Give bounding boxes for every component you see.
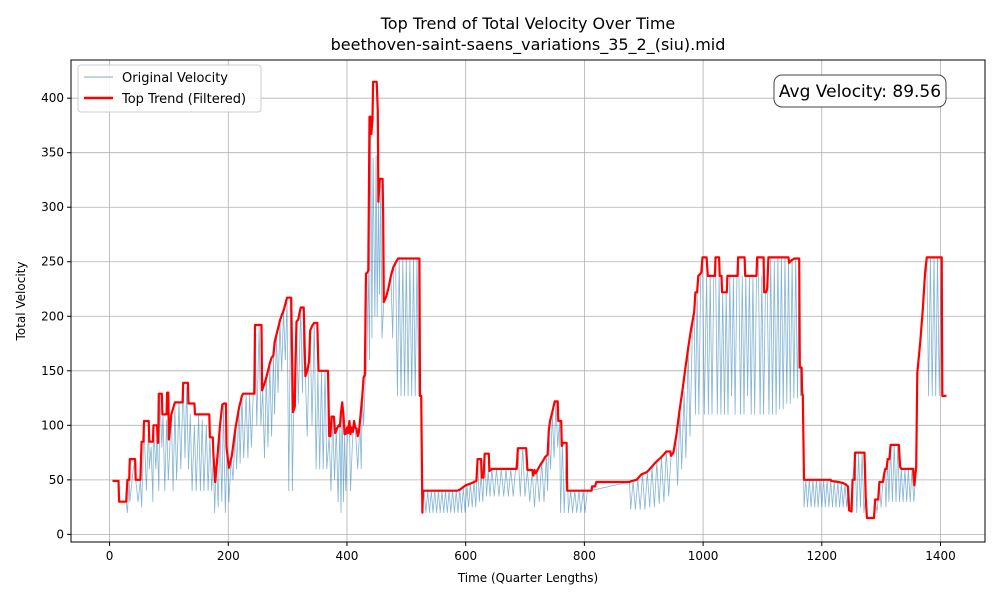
original-velocity-line (112, 116, 947, 519)
x-axis-label: Time (Quarter Lengths) (457, 571, 598, 585)
legend: Original Velocity Top Trend (Filtered) (77, 64, 262, 113)
x-tick-label: 600 (454, 549, 477, 563)
x-tick-label: 0 (106, 549, 114, 563)
y-axis: 0 50 100 150 200 250 300 350 400 (41, 91, 71, 541)
x-axis: 0 200 400 600 800 1000 1200 1400 (106, 542, 956, 563)
y-tick-label: 250 (41, 255, 64, 269)
y-tick-label: 0 (56, 527, 64, 541)
x-tick-label: 800 (573, 549, 596, 563)
y-tick-label: 150 (41, 364, 64, 378)
y-tick-label: 350 (41, 146, 64, 160)
x-tick-label: 1000 (688, 549, 719, 563)
x-tick-label: 1200 (807, 549, 838, 563)
legend-label-trend: Top Trend (Filtered) (121, 92, 246, 107)
legend-box (77, 64, 262, 113)
y-axis-label: Total Velocity (14, 262, 28, 342)
plot-frame (70, 59, 986, 543)
chart-subtitle: beethoven-saint-saens_variations_35_2_(s… (331, 35, 726, 55)
x-tick-label: 200 (217, 549, 240, 563)
y-tick-label: 400 (41, 91, 64, 105)
y-tick-label: 200 (41, 309, 64, 323)
avg-velocity-annotation: Avg Velocity: 89.56 (773, 74, 947, 108)
top-trend-series (112, 80, 947, 520)
annotation-text: Avg Velocity: 89.56 (779, 82, 941, 102)
annotation-box (773, 74, 947, 108)
y-tick-label: 50 (49, 473, 64, 487)
x-tick-label: 400 (336, 549, 359, 563)
x-tick-label: 1400 (925, 549, 956, 563)
original-velocity-series (112, 116, 947, 519)
legend-label-original: Original Velocity (122, 71, 228, 86)
y-tick-label: 100 (41, 418, 64, 432)
chart-title: Top Trend of Total Velocity Over Time (380, 14, 676, 33)
top-trend-line (112, 80, 947, 520)
y-tick-label: 300 (41, 200, 64, 214)
